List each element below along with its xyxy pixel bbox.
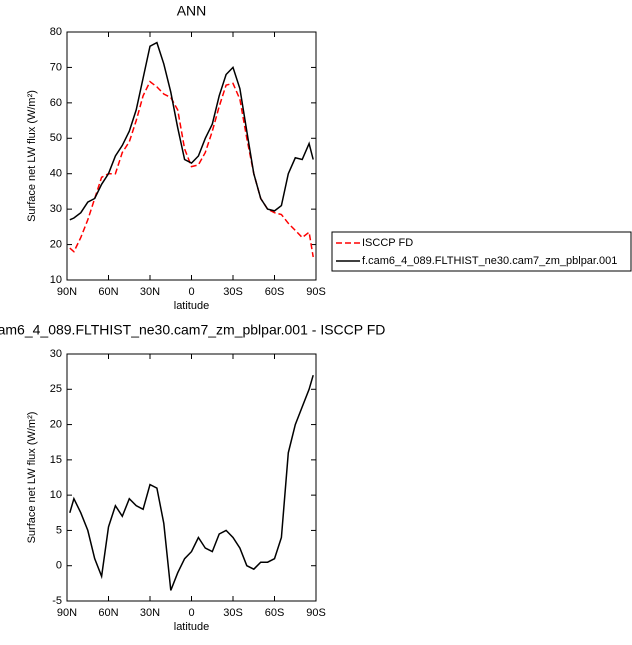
y-tick-label: 5 bbox=[56, 524, 62, 536]
plot-frame bbox=[66, 353, 317, 602]
y-tick-label: 20 bbox=[50, 418, 62, 430]
x-tick-label: 30S bbox=[223, 286, 243, 298]
plot-frame bbox=[66, 31, 317, 281]
y-tick-label: -5 bbox=[52, 595, 62, 607]
x-tick-label: 90S bbox=[306, 607, 326, 619]
y-tick-label: 30 bbox=[50, 348, 62, 360]
legend-label: f.cam6_4_089.FLTHIST_ne30.cam7_zm_pblpar… bbox=[362, 255, 617, 267]
y-tick-label: 70 bbox=[50, 61, 62, 73]
y-tick-label: 80 bbox=[50, 26, 62, 38]
y-tick-label: 60 bbox=[50, 97, 62, 109]
chart-title: am6_4_089.FLTHIST_ne30.cam7_zm_pblpar.00… bbox=[0, 322, 385, 338]
y-axis-label: Surface net LW flux (W/m²) bbox=[26, 90, 38, 222]
y-tick-label: 0 bbox=[56, 560, 62, 572]
x-tick-label: 60N bbox=[98, 607, 118, 619]
x-tick-label: 90N bbox=[57, 607, 77, 619]
y-tick-label: 50 bbox=[50, 132, 62, 144]
y-tick-label: 10 bbox=[50, 274, 62, 286]
x-axis-label: latitude bbox=[174, 300, 209, 312]
x-tick-label: 0 bbox=[188, 607, 194, 619]
data-line bbox=[69, 374, 314, 591]
y-tick-label: 40 bbox=[50, 168, 62, 180]
y-tick-label: 20 bbox=[50, 238, 62, 250]
x-tick-label: 60S bbox=[265, 286, 285, 298]
data-line bbox=[69, 80, 314, 258]
data-line bbox=[69, 41, 314, 221]
x-tick-label: 30S bbox=[223, 607, 243, 619]
y-tick-label: 30 bbox=[50, 203, 62, 215]
x-tick-label: 60N bbox=[98, 286, 118, 298]
x-tick-label: 30N bbox=[140, 286, 160, 298]
x-tick-label: 90S bbox=[306, 286, 326, 298]
x-tick-label: 30N bbox=[140, 607, 160, 619]
y-tick-label: 15 bbox=[50, 454, 62, 466]
x-tick-label: 90N bbox=[57, 286, 77, 298]
x-tick-label: 60S bbox=[265, 607, 285, 619]
x-axis-label: latitude bbox=[174, 621, 209, 633]
chart-title: ANN bbox=[177, 3, 207, 19]
x-tick-label: 0 bbox=[188, 286, 194, 298]
y-axis-label: Surface net LW flux (W/m²) bbox=[26, 412, 38, 544]
legend-label: ISCCP FD bbox=[362, 237, 413, 249]
legend-box bbox=[331, 231, 632, 272]
y-tick-label: 25 bbox=[50, 383, 62, 395]
y-tick-label: 10 bbox=[50, 489, 62, 501]
